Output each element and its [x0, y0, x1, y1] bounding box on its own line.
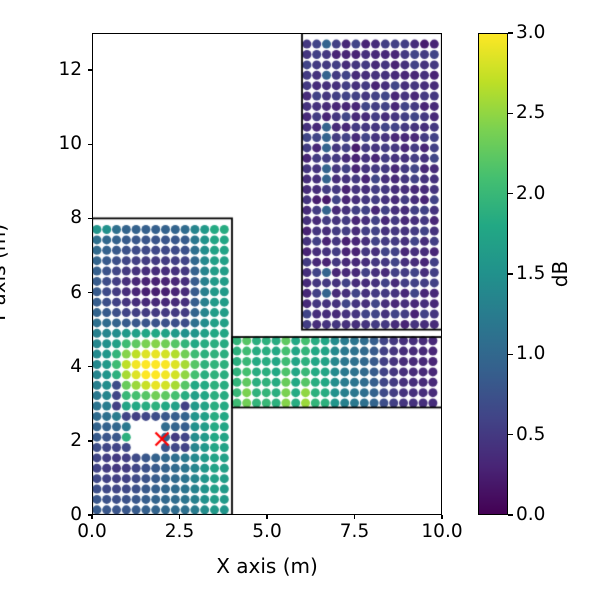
x-tick-label: 5.0 — [252, 521, 282, 542]
x-tick-label: 0.0 — [77, 521, 107, 542]
y-tick-mark — [88, 217, 92, 220]
y-tick-mark — [88, 514, 92, 516]
y-tick-mark — [88, 440, 92, 442]
colorbar-tick-label: 0.5 — [516, 423, 546, 445]
colorbar-tick-container: 0.0 0.5 1.0 1.5 2.0 2.5 3.0 — [478, 23, 545, 523]
y-tick-mark — [88, 365, 92, 368]
x-tick-mark — [266, 515, 268, 519]
colorbar-tick-mark — [508, 273, 513, 275]
x-tick-mark — [91, 515, 93, 519]
y-tick-mark — [88, 69, 92, 71]
y-tick-label: 2 — [70, 429, 82, 451]
x-tick-mark — [178, 515, 181, 519]
x-tick-mark — [441, 515, 443, 519]
y-tick-label: 8 — [70, 207, 82, 229]
colorbar-tick-label: 0.0 — [516, 503, 546, 525]
y-tick-label: 6 — [70, 281, 82, 303]
x-tick-label: 2.5 — [164, 521, 195, 542]
y-tick-mark — [88, 291, 92, 294]
colorbar-tick-mark — [508, 32, 513, 34]
colorbar-tick-mark — [508, 514, 513, 516]
y-tick-label: 0 — [70, 503, 82, 525]
y-axis-title: Y axis (m) — [0, 223, 10, 324]
colorbar-tick-label: 2.0 — [516, 182, 546, 204]
colorbar-tick-label: 1.5 — [516, 262, 546, 284]
colorbar-tick-label: 1.0 — [516, 343, 546, 365]
y-tick-label: 10 — [58, 132, 82, 154]
x-tick-mark — [353, 515, 356, 519]
y-tick-mark — [88, 143, 92, 145]
colorbar-tick-label: 2.5 — [516, 102, 546, 124]
colorbar-tick-label: 3.0 — [516, 21, 546, 43]
x-tick-label: 7.5 — [339, 521, 370, 542]
scatter-field-canvas — [92, 33, 442, 515]
colorbar-tick-mark — [508, 112, 513, 115]
colorbar-tick-mark — [508, 433, 513, 436]
colorbar-title: dB — [548, 260, 572, 288]
colorbar-tick-mark — [508, 192, 513, 195]
y-tick-label: 12 — [58, 58, 82, 80]
colorbar-tick-mark — [508, 353, 513, 356]
x-axis-title: X axis (m) — [216, 554, 318, 578]
y-tick-label: 4 — [70, 355, 82, 377]
colorbar-gradient — [478, 33, 508, 515]
x-tick-label: 10.0 — [421, 521, 463, 542]
